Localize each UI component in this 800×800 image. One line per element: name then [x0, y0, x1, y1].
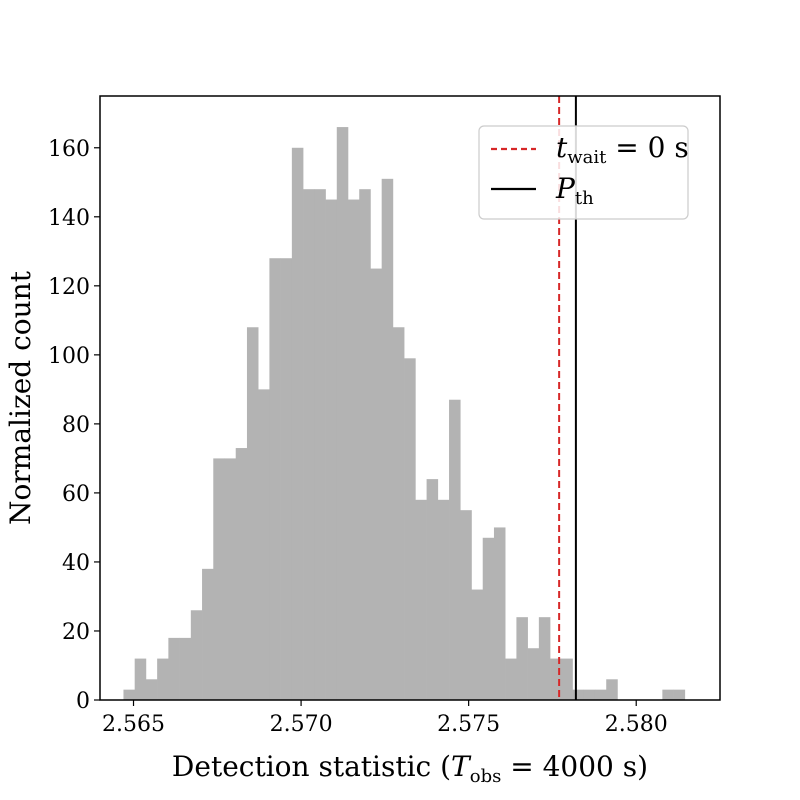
x-axis-label-sub: obs — [470, 766, 502, 787]
x-axis-label-prefix: Detection statistic ( — [172, 750, 451, 783]
histogram-bar — [258, 389, 270, 700]
histogram-bar — [606, 679, 618, 700]
y-axis-ticks: 0 20 40 60 80 100 120 140 160 — [48, 137, 100, 714]
x-tick-label: 2.565 — [102, 712, 165, 737]
histogram-bar — [246, 327, 259, 700]
histogram-bar — [370, 268, 382, 700]
histogram-bar — [190, 610, 203, 700]
x-axis-label: Detection statistic (Tobs = 4000 s) — [172, 750, 648, 787]
legend-t-var: t — [556, 131, 568, 164]
histogram-bar — [471, 589, 484, 700]
histogram-bar — [179, 637, 192, 700]
histogram-bar — [538, 617, 551, 700]
histogram-bar — [213, 458, 225, 700]
histogram-bar — [505, 658, 517, 700]
y-tick-label: 120 — [48, 275, 90, 300]
x-axis-ticks: 2.565 2.570 2.575 2.580 — [102, 700, 668, 737]
histogram-bar — [325, 199, 338, 701]
histogram-bar — [168, 637, 180, 700]
legend-label-t-wait: twait = 0 s — [556, 131, 689, 168]
histogram-bar — [235, 448, 248, 700]
histogram-bar — [583, 689, 596, 700]
histogram-bar — [123, 689, 135, 700]
histogram-bar — [392, 327, 405, 700]
legend-p-sub: th — [575, 188, 594, 209]
x-tick-label: 2.575 — [437, 712, 500, 737]
histogram-bar — [145, 679, 158, 700]
histogram-bar — [493, 527, 506, 700]
plot-frame — [99, 95, 721, 701]
histogram-bar — [359, 189, 371, 700]
histogram-bar — [482, 537, 495, 700]
histogram-bar — [437, 499, 450, 700]
histogram-bar — [527, 648, 540, 700]
histogram-bar — [415, 499, 427, 700]
legend-t-sub: wait — [567, 147, 607, 168]
histogram-bar — [550, 658, 562, 700]
legend-label-p-th: Pth — [555, 172, 594, 209]
histogram-bar — [594, 689, 607, 700]
x-tick-label: 2.570 — [270, 712, 333, 737]
histogram-bar — [314, 189, 326, 700]
histogram-bars — [123, 127, 686, 701]
histogram-bar — [449, 399, 461, 700]
histogram-bar — [426, 479, 439, 700]
y-tick-label: 160 — [48, 137, 90, 162]
y-tick-label: 100 — [48, 344, 90, 369]
histogram-bar — [157, 658, 169, 700]
legend: twait = 0 s Pth — [478, 125, 689, 220]
histogram-bar — [381, 178, 394, 700]
x-tick-label: 2.580 — [605, 712, 668, 737]
y-tick-label: 40 — [62, 551, 90, 576]
histogram-bar — [280, 258, 293, 700]
y-tick-label: 20 — [62, 620, 90, 645]
histogram-bar — [516, 617, 528, 700]
histogram-bar — [202, 568, 214, 700]
histogram-bar — [561, 658, 573, 700]
histogram-bar — [662, 689, 674, 700]
y-tick-label: 60 — [62, 482, 90, 507]
y-axis-label: Normalized count — [4, 270, 37, 525]
histogram-bar — [291, 147, 304, 700]
histogram-bar — [134, 658, 147, 700]
histogram-bar — [269, 258, 281, 700]
histogram-bar — [303, 189, 315, 700]
histogram-bar — [404, 358, 416, 700]
y-tick-label: 140 — [48, 206, 90, 231]
y-tick-label: 80 — [62, 413, 90, 438]
y-tick-label: 0 — [76, 689, 90, 714]
histogram-bar — [673, 689, 686, 700]
histogram-bar — [224, 458, 237, 700]
legend-p-var: P — [555, 172, 576, 205]
x-axis-label-suffix: = 4000 s) — [501, 750, 648, 783]
histogram-bar — [336, 127, 349, 700]
histogram-bar — [348, 199, 360, 701]
histogram-bar — [460, 510, 472, 700]
legend-t-rest: = 0 s — [606, 131, 688, 164]
x-axis-label-var: T — [451, 750, 472, 783]
histogram-bar — [572, 689, 585, 700]
